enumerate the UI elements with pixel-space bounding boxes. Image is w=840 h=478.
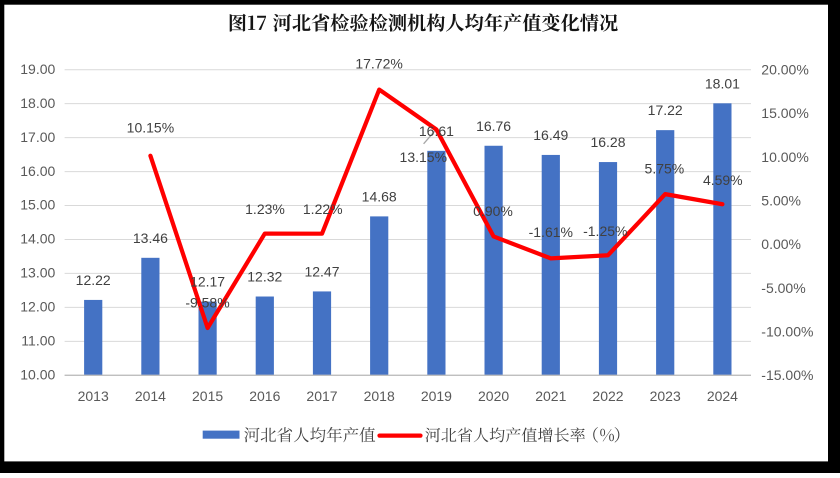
svg-text:13.15%: 13.15% bbox=[400, 149, 447, 165]
svg-text:2024: 2024 bbox=[707, 388, 738, 404]
svg-text:2021: 2021 bbox=[535, 388, 566, 404]
svg-text:0.90%: 0.90% bbox=[473, 203, 513, 219]
svg-text:16.28: 16.28 bbox=[590, 134, 625, 150]
svg-text:12.47: 12.47 bbox=[304, 263, 339, 279]
svg-text:2020: 2020 bbox=[478, 388, 509, 404]
svg-text:1.23%: 1.23% bbox=[245, 201, 285, 217]
svg-text:-5.00%: -5.00% bbox=[761, 280, 805, 296]
svg-text:2017: 2017 bbox=[306, 388, 337, 404]
svg-text:2015: 2015 bbox=[192, 388, 223, 404]
svg-text:10.00: 10.00 bbox=[20, 367, 55, 383]
svg-text:17.72%: 17.72% bbox=[355, 55, 402, 71]
svg-text:17.22: 17.22 bbox=[648, 102, 683, 118]
svg-text:-1.61%: -1.61% bbox=[529, 224, 573, 240]
svg-text:2013: 2013 bbox=[78, 388, 109, 404]
svg-text:5.00%: 5.00% bbox=[761, 192, 801, 208]
svg-text:2023: 2023 bbox=[650, 388, 681, 404]
svg-text:14.68: 14.68 bbox=[362, 188, 397, 204]
svg-text:13.00: 13.00 bbox=[20, 265, 55, 281]
svg-text:13.46: 13.46 bbox=[133, 230, 168, 246]
svg-text:5.75%: 5.75% bbox=[645, 161, 685, 177]
svg-text:2016: 2016 bbox=[249, 388, 280, 404]
svg-text:14.00: 14.00 bbox=[20, 231, 55, 247]
svg-text:0.00%: 0.00% bbox=[761, 236, 801, 252]
svg-text:18.00: 18.00 bbox=[20, 95, 55, 111]
svg-text:10.15%: 10.15% bbox=[127, 120, 174, 136]
svg-text:16.49: 16.49 bbox=[533, 127, 568, 143]
svg-text:12.32: 12.32 bbox=[247, 269, 282, 285]
svg-text:1.22%: 1.22% bbox=[303, 201, 343, 217]
svg-text:11.00: 11.00 bbox=[21, 333, 55, 349]
svg-text:2014: 2014 bbox=[135, 388, 166, 404]
svg-text:16.61: 16.61 bbox=[419, 123, 454, 139]
svg-text:-15.00%: -15.00% bbox=[761, 367, 813, 383]
svg-text:19.00: 19.00 bbox=[20, 61, 55, 77]
svg-text:-1.25%: -1.25% bbox=[583, 223, 627, 239]
svg-text:-9.58%: -9.58% bbox=[185, 295, 229, 311]
svg-text:18.01: 18.01 bbox=[705, 75, 740, 91]
svg-text:16.00: 16.00 bbox=[20, 163, 55, 179]
svg-text:20.00%: 20.00% bbox=[761, 62, 808, 78]
svg-text:15.00: 15.00 bbox=[20, 197, 55, 213]
svg-text:10.00%: 10.00% bbox=[761, 149, 808, 165]
svg-text:15.00%: 15.00% bbox=[761, 105, 808, 121]
svg-text:2019: 2019 bbox=[421, 388, 452, 404]
svg-text:12.22: 12.22 bbox=[76, 272, 111, 288]
svg-text:12.00: 12.00 bbox=[20, 299, 55, 315]
svg-text:17.00: 17.00 bbox=[20, 129, 55, 145]
svg-text:2018: 2018 bbox=[364, 388, 395, 404]
svg-text:16.76: 16.76 bbox=[476, 118, 511, 134]
svg-text:2022: 2022 bbox=[592, 388, 623, 404]
svg-text:4.59%: 4.59% bbox=[703, 172, 743, 188]
svg-text:12.17: 12.17 bbox=[190, 274, 225, 290]
svg-text:-10.00%: -10.00% bbox=[761, 323, 813, 339]
